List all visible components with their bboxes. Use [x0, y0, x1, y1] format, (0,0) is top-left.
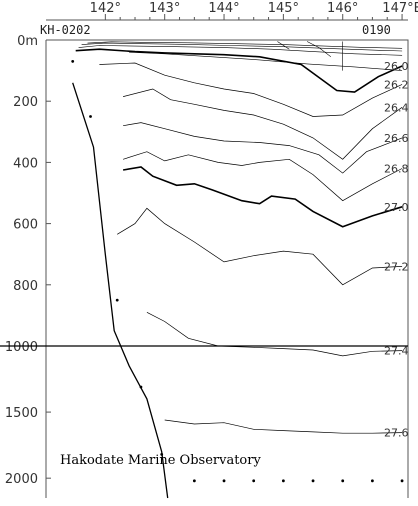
x-tick-label: 143°: [149, 1, 180, 16]
surface-contour-line: [78, 45, 403, 56]
isopycnal-label: 27.4: [384, 345, 409, 358]
isopycnal-line: [122, 151, 403, 202]
isopycnal-labels: 26.0 26.2 26.4 26.6 26.8 27.0 27.2 27.4 27.6: [384, 60, 409, 440]
frame-border: [45, 39, 409, 498]
isopycnal-label: 27.6: [384, 427, 409, 440]
isopycnal-line: [99, 62, 403, 117]
isopycnal-line: [117, 207, 403, 286]
station-dot: [341, 479, 345, 483]
station-dot: [192, 479, 196, 483]
station-dot: [311, 479, 315, 483]
isopycnal-line: [75, 48, 403, 93]
station-dots: [71, 60, 404, 483]
axis-ticks: 142° 143° 144° 145° 146° 147°E 0m 200 400 600 800 1…: [5, 1, 418, 487]
surface-contour-line: [129, 51, 403, 71]
isopycnal-line: [123, 122, 403, 174]
y-tick-label: 1000: [5, 340, 38, 355]
section-id-right: 0190: [362, 23, 391, 37]
isopycnal-lines: [75, 48, 403, 434]
isopycnal-line: [122, 166, 403, 228]
y-tick-label: 2000: [5, 472, 38, 487]
isopycnal-label: 26.6: [384, 132, 409, 145]
x-tick-label: 146°: [327, 1, 358, 16]
station-dot: [160, 452, 164, 456]
y-tick-label: 800: [13, 279, 38, 294]
surface-contour-line: [81, 42, 403, 52]
isopycnal-line: [146, 311, 403, 357]
y-tick-label: 0m: [17, 34, 38, 49]
isopycnal-label: 26.0: [384, 60, 409, 73]
x-tick-label: 144°: [208, 1, 239, 16]
station-dot: [89, 115, 92, 118]
station-dot: [281, 479, 285, 483]
y-tick-label: 1500: [5, 406, 38, 421]
isopycnal-line: [164, 419, 403, 434]
isopycnal-label: 26.4: [384, 101, 409, 114]
plot-frame: [0, 19, 409, 498]
y-tick-label: 600: [13, 218, 38, 233]
station-dot: [71, 60, 75, 63]
isopycnal-line: [123, 88, 403, 160]
isopycnal-label: 27.0: [384, 201, 409, 214]
surface-contour-line: [277, 41, 290, 50]
bottom-profile: [72, 82, 169, 499]
surface-contours: [78, 41, 403, 71]
x-tick-label: 145°: [268, 1, 299, 16]
surface-contour-line: [87, 41, 403, 49]
bottom-profile-line: [72, 82, 169, 499]
station-dot: [115, 298, 119, 302]
credit-text: Hakodate Marine Observatory: [60, 453, 261, 468]
x-tick-label: 147°E: [382, 1, 418, 16]
station-dot: [139, 385, 143, 389]
y-tick-label: 400: [13, 156, 38, 171]
station-dot: [370, 479, 374, 483]
surface-contour-line: [306, 41, 332, 58]
station-dot: [252, 479, 256, 483]
station-dot: [400, 479, 404, 483]
station-dot: [222, 479, 226, 483]
isopycnal-label: 26.2: [384, 78, 409, 91]
isopycnal-label: 26.8: [384, 163, 409, 176]
section-id-left: KH-0202: [40, 23, 91, 37]
x-tick-label: 142°: [90, 1, 121, 16]
y-tick-label: 200: [13, 95, 38, 110]
isopycnal-label: 27.2: [384, 260, 409, 273]
